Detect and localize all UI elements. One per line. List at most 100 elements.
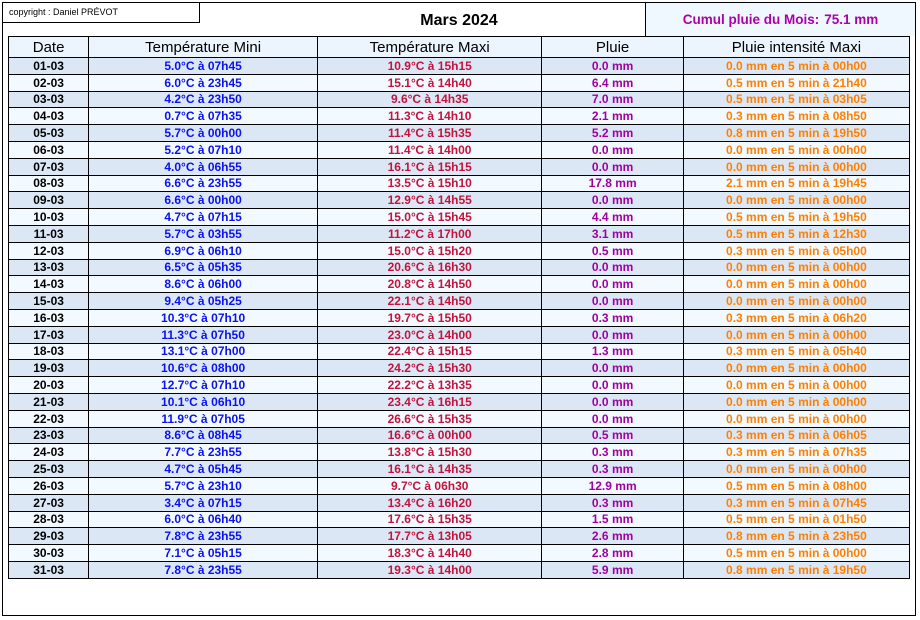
table-row: 25-03 4.7°C à 05h45 16.1°C à 14h35 0.3 mm 0.… bbox=[7, 460, 911, 478]
temp-maxi-cell: 22.1°C à 14h50 bbox=[317, 292, 543, 310]
temp-mini-cell: 10.3°C à 07h10 bbox=[88, 308, 319, 327]
pluie-intensite-cell: 0.3 mm en 5 min à 07h45 bbox=[682, 493, 911, 512]
temp-mini-cell: 8.6°C à 06h00 bbox=[88, 275, 319, 294]
date-cell: 02-03 bbox=[7, 73, 90, 92]
date-cell: 16-03 bbox=[7, 308, 90, 327]
pluie-cell: 0.3 mm bbox=[541, 443, 684, 462]
table-row: 01-03 5.0°C à 07h45 10.9°C à 15h15 0.0 mm 0.… bbox=[7, 57, 911, 75]
pluie-cell: 0.0 mm bbox=[541, 359, 684, 378]
pluie-cell: 0.5 mm bbox=[541, 241, 684, 260]
pluie-intensite-cell: 0.3 mm en 5 min à 05h00 bbox=[682, 241, 911, 260]
temp-mini-cell: 7.8°C à 23h55 bbox=[88, 527, 319, 546]
date-cell: 21-03 bbox=[7, 392, 90, 411]
table-row: 11-03 5.7°C à 03h55 11.2°C à 17h00 3.1 mm 0.… bbox=[7, 224, 911, 243]
temp-maxi-cell: 20.6°C à 16h30 bbox=[317, 258, 543, 277]
pluie-intensite-cell: 0.0 mm en 5 min à 00h00 bbox=[682, 275, 911, 294]
pluie-cell: 0.0 mm bbox=[541, 258, 684, 277]
pluie-cell: 5.9 mm bbox=[541, 560, 684, 579]
date-cell: 08-03 bbox=[7, 174, 90, 193]
pluie-intensite-cell: 0.0 mm en 5 min à 00h00 bbox=[682, 292, 911, 310]
pluie-cell: 12.9 mm bbox=[541, 476, 684, 495]
top-band: copyright : Daniel PRÉVOT Mars 2024 Cumu… bbox=[3, 3, 915, 36]
pluie-cell: 0.0 mm bbox=[541, 191, 684, 210]
monthly-rain-total-label: Cumul pluie du Mois: bbox=[682, 12, 820, 27]
pluie-cell: 0.0 mm bbox=[541, 409, 684, 428]
weather-table: Date Température Mini Température Maxi Plui… bbox=[7, 36, 911, 579]
table-row: 22-03 11.9°C à 07h05 26.6°C à 15h35 0.0 mm 0… bbox=[7, 409, 911, 428]
pluie-cell: 1.3 mm bbox=[541, 342, 684, 361]
date-cell: 09-03 bbox=[7, 191, 90, 210]
pluie-intensite-cell: 0.5 mm en 5 min à 08h00 bbox=[682, 476, 911, 495]
date-cell: 26-03 bbox=[7, 476, 90, 495]
date-cell: 12-03 bbox=[7, 241, 90, 260]
copyright-notice: copyright : Daniel PRÉVOT bbox=[3, 3, 200, 23]
table-row: 26-03 5.7°C à 23h10 9.7°C à 06h30 12.9 mm 0.… bbox=[7, 476, 911, 495]
table-row: 06-03 5.2°C à 07h10 11.4°C à 14h00 0.0 mm 0.… bbox=[7, 140, 911, 159]
temp-mini-cell: 7.1°C à 05h15 bbox=[88, 544, 319, 562]
temp-maxi-cell: 13.8°C à 15h30 bbox=[317, 443, 543, 462]
pluie-intensite-cell: 0.0 mm en 5 min à 00h00 bbox=[682, 376, 911, 394]
date-cell: 04-03 bbox=[7, 107, 90, 126]
temp-mini-cell: 13.1°C à 07h00 bbox=[88, 342, 319, 361]
temp-mini-cell: 4.2°C à 23h50 bbox=[88, 90, 319, 109]
pluie-cell: 2.1 mm bbox=[541, 107, 684, 126]
table-row: 10-03 4.7°C à 07h15 15.0°C à 15h45 4.4 mm 0.… bbox=[7, 208, 911, 226]
pluie-cell: 0.0 mm bbox=[541, 57, 684, 75]
table-row: 09-03 6.6°C à 00h00 12.9°C à 14h55 0.0 mm 0.… bbox=[7, 191, 911, 210]
temp-maxi-cell: 11.4°C à 15h35 bbox=[317, 124, 543, 142]
pluie-cell: 1.5 mm bbox=[541, 510, 684, 529]
pluie-cell: 7.0 mm bbox=[541, 90, 684, 109]
table-row: 13-03 6.5°C à 05h35 20.6°C à 16h30 0.0 mm 0.… bbox=[7, 258, 911, 277]
pluie-intensite-cell: 0.0 mm en 5 min à 00h00 bbox=[682, 392, 911, 411]
table-row: 27-03 3.4°C à 07h15 13.4°C à 16h20 0.3 mm 0.… bbox=[7, 493, 911, 512]
temp-mini-cell: 6.6°C à 00h00 bbox=[88, 191, 319, 210]
temp-mini-cell: 6.0°C à 23h45 bbox=[88, 73, 319, 92]
temp-mini-cell: 4.7°C à 05h45 bbox=[88, 460, 319, 478]
temp-maxi-cell: 23.0°C à 14h00 bbox=[317, 325, 543, 344]
table-row: 28-03 6.0°C à 06h40 17.6°C à 15h35 1.5 mm 0.… bbox=[7, 510, 911, 529]
temp-maxi-cell: 15.1°C à 14h40 bbox=[317, 73, 543, 92]
date-cell: 20-03 bbox=[7, 376, 90, 394]
table-row: 17-03 11.3°C à 07h50 23.0°C à 14h00 0.0 mm 0… bbox=[7, 325, 911, 344]
pluie-cell: 0.0 mm bbox=[541, 292, 684, 310]
monthly-rain-total: Cumul pluie du Mois: 75.1 mm bbox=[645, 3, 915, 36]
temp-mini-cell: 6.0°C à 06h40 bbox=[88, 510, 319, 529]
table-row: 20-03 12.7°C à 07h10 22.2°C à 13h35 0.0 mm 0… bbox=[7, 376, 911, 394]
date-cell: 25-03 bbox=[7, 460, 90, 478]
pluie-cell: 4.4 mm bbox=[541, 208, 684, 226]
temp-maxi-cell: 13.4°C à 16h20 bbox=[317, 493, 543, 512]
date-cell: 29-03 bbox=[7, 527, 90, 546]
temp-maxi-cell: 22.2°C à 13h35 bbox=[317, 376, 543, 394]
pluie-intensite-cell: 0.5 mm en 5 min à 01h50 bbox=[682, 510, 911, 529]
temp-maxi-cell: 18.3°C à 14h40 bbox=[317, 544, 543, 562]
temp-maxi-cell: 15.0°C à 15h45 bbox=[317, 208, 543, 226]
date-cell: 03-03 bbox=[7, 90, 90, 109]
temp-mini-cell: 0.7°C à 07h35 bbox=[88, 107, 319, 126]
column-header-date: Date bbox=[7, 36, 90, 58]
pluie-cell: 0.0 mm bbox=[541, 392, 684, 411]
temp-maxi-cell: 26.6°C à 15h35 bbox=[317, 409, 543, 428]
date-cell: 30-03 bbox=[7, 544, 90, 562]
date-cell: 31-03 bbox=[7, 560, 90, 579]
table-row: 07-03 4.0°C à 06h55 16.1°C à 15h15 0.0 mm 0.… bbox=[7, 157, 911, 176]
date-cell: 13-03 bbox=[7, 258, 90, 277]
table-row: 03-03 4.2°C à 23h50 9.6°C à 14h35 7.0 mm 0.5… bbox=[7, 90, 911, 109]
temp-mini-cell: 7.8°C à 23h55 bbox=[88, 560, 319, 579]
date-cell: 17-03 bbox=[7, 325, 90, 344]
temp-mini-cell: 4.0°C à 06h55 bbox=[88, 157, 319, 176]
pluie-intensite-cell: 0.0 mm en 5 min à 00h00 bbox=[682, 359, 911, 378]
date-cell: 07-03 bbox=[7, 157, 90, 176]
date-cell: 19-03 bbox=[7, 359, 90, 378]
temp-mini-cell: 7.7°C à 23h55 bbox=[88, 443, 319, 462]
pluie-intensite-cell: 0.0 mm en 5 min à 00h00 bbox=[682, 460, 911, 478]
table-row: 18-03 13.1°C à 07h00 22.4°C à 15h15 1.3 mm 0… bbox=[7, 342, 911, 361]
pluie-intensite-cell: 0.3 mm en 5 min à 07h35 bbox=[682, 443, 911, 462]
temp-maxi-cell: 23.4°C à 16h15 bbox=[317, 392, 543, 411]
table-row: 12-03 6.9°C à 06h10 15.0°C à 15h20 0.5 mm 0.… bbox=[7, 241, 911, 260]
temp-maxi-cell: 17.6°C à 15h35 bbox=[317, 510, 543, 529]
temp-mini-cell: 5.7°C à 00h00 bbox=[88, 124, 319, 142]
temp-maxi-cell: 10.9°C à 15h15 bbox=[317, 57, 543, 75]
pluie-cell: 2.6 mm bbox=[541, 527, 684, 546]
temp-maxi-cell: 24.2°C à 15h30 bbox=[317, 359, 543, 378]
temp-maxi-cell: 11.2°C à 17h00 bbox=[317, 224, 543, 243]
